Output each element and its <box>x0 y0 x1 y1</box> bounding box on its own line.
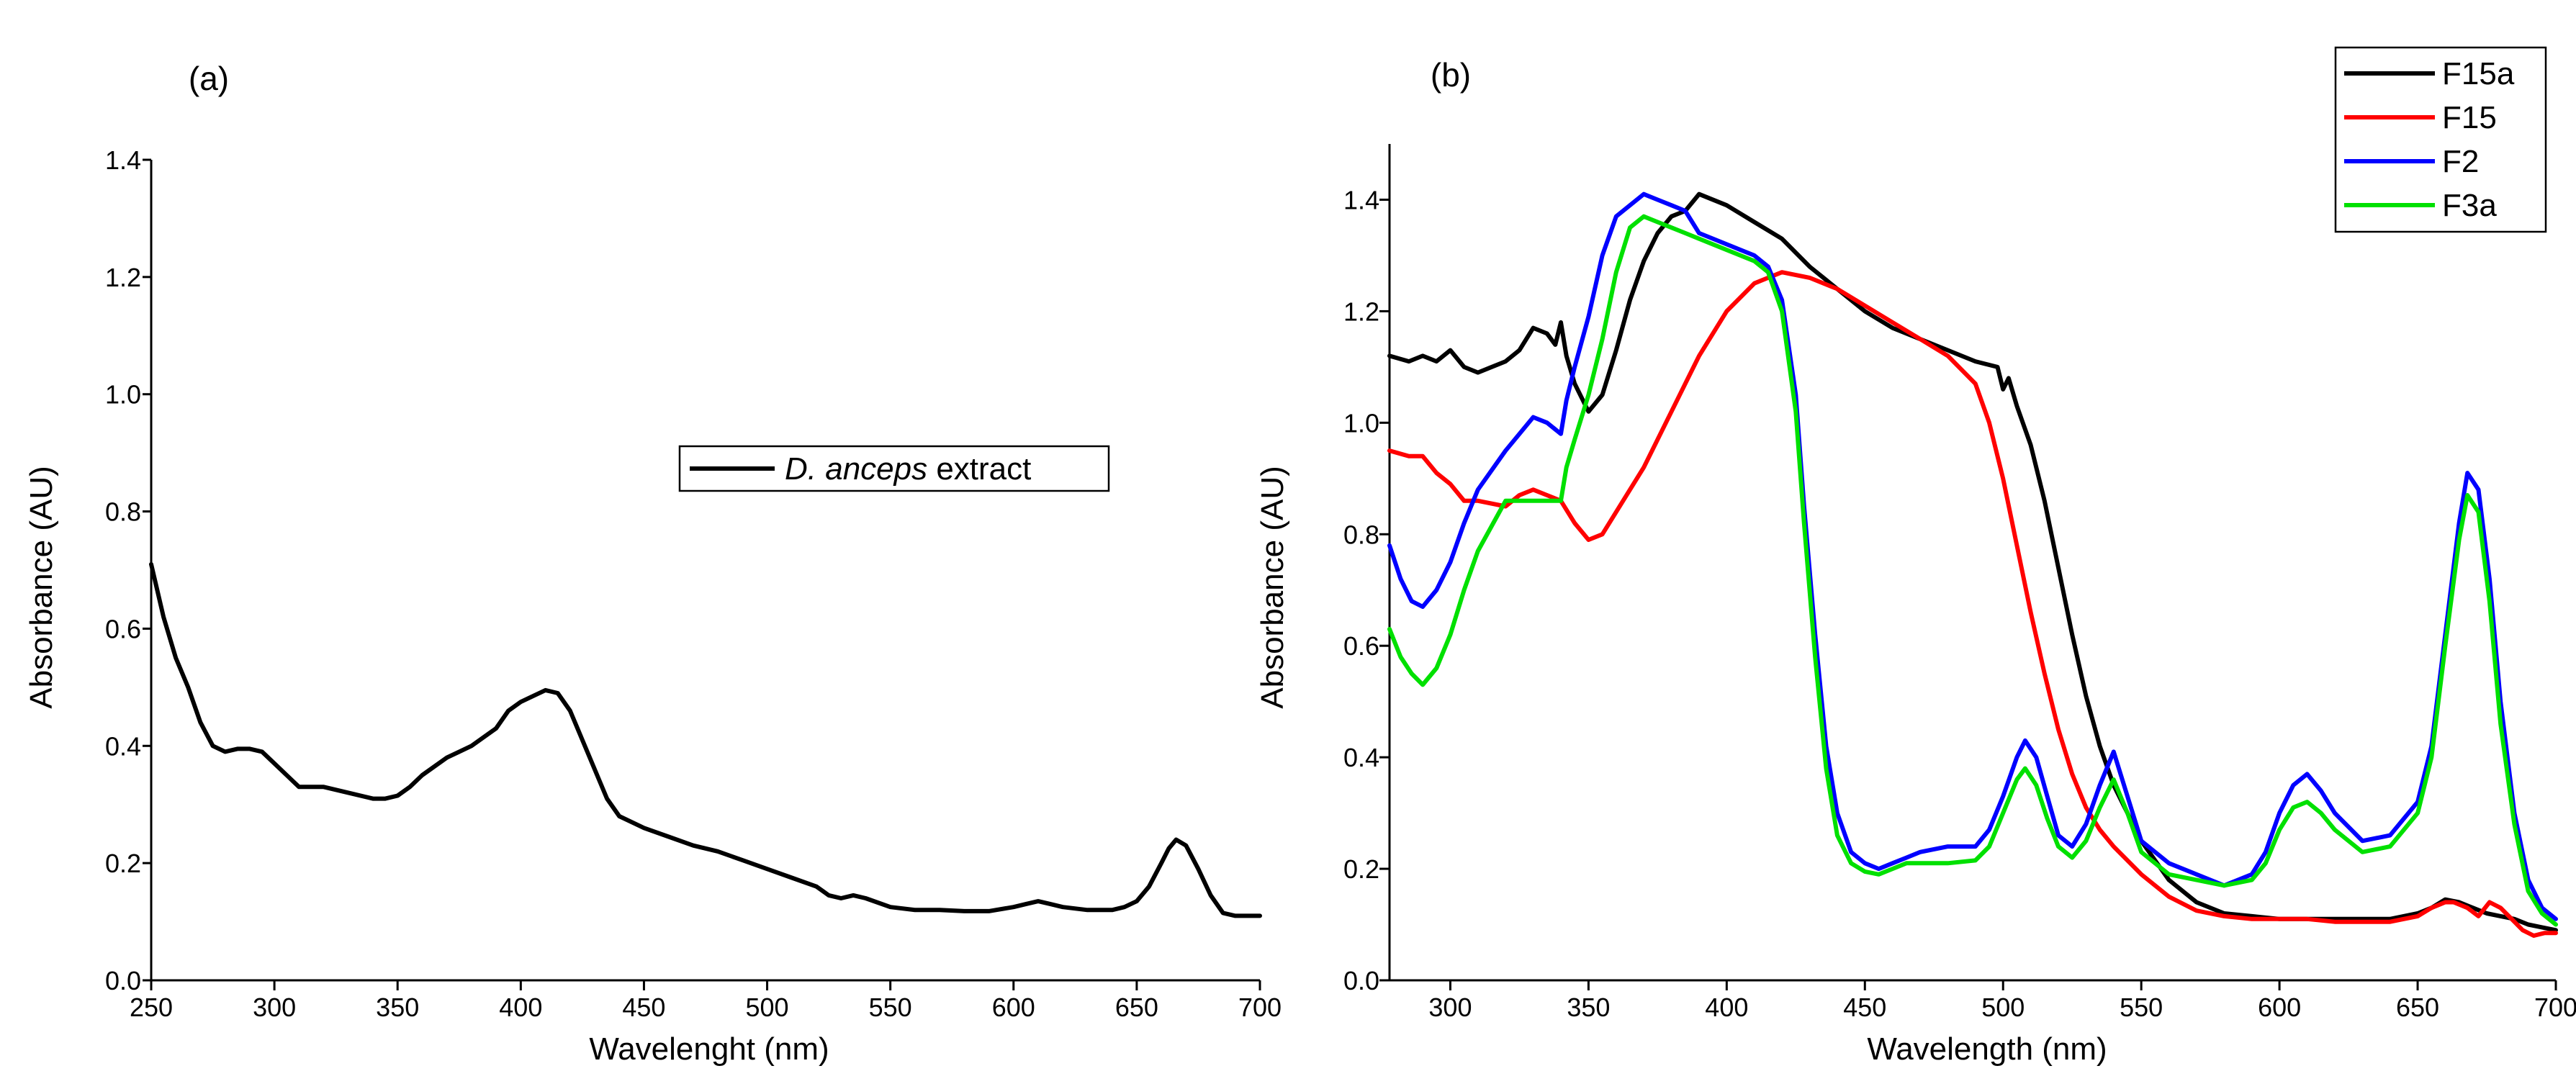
panel-a-legend: D. anceps extract <box>678 445 1110 492</box>
legend-label-f2: F2 <box>2442 144 2479 179</box>
panel-a-y-tick-label: 0.0 <box>105 966 141 995</box>
panel-a-series <box>149 561 1262 918</box>
panel-a-legend-italic: D. anceps <box>785 451 927 487</box>
legend-label-f15: F15 <box>2442 100 2497 135</box>
panel-a-y-tick-label: 0.8 <box>105 497 141 527</box>
panel-a-y-tick-label: 0.2 <box>105 849 141 878</box>
series-line-f3a <box>1387 214 2558 927</box>
panel-a-y-tick-label: 0.6 <box>105 614 141 643</box>
panel-a-x-tick-label: 450 <box>622 993 665 1022</box>
panel-a-legend-label: D. anceps extract <box>785 451 1031 487</box>
panel-b: (b) Absorbance (AU) Wavelength (nm) 300 3… <box>1255 46 2576 1067</box>
panel-b-x-axis-title: Wavelength (nm) <box>1867 1031 2107 1067</box>
panel-b-y-tick-label: 0.8 <box>1343 520 1379 549</box>
panel-b-x-tick-label: 500 <box>1981 993 2025 1022</box>
panel-a-x-tick-label: 650 <box>1115 993 1158 1022</box>
panel-b-label: (b) <box>1431 56 1471 94</box>
panel-b-x-tick-label: 650 <box>2396 993 2439 1022</box>
panel-b-ticks: 300 350 400 450 500 550 600 650 700 0.0 0.2 0.4 0.6 0… <box>1343 185 2576 1022</box>
panel-b-x-tick-label: 700 <box>2534 993 2576 1022</box>
panel-b-y-axis-title: Absorbance (AU) <box>1255 466 1290 708</box>
panel-b-x-tick-label: 300 <box>1428 993 1472 1022</box>
panel-b-y-tick-label: 0.6 <box>1343 631 1379 661</box>
panel-b-x-tick-label: 550 <box>2120 993 2163 1022</box>
panel-b-x-tick-label: 450 <box>1843 993 1886 1022</box>
legend-label-f3a: F3a <box>2442 188 2497 223</box>
panel-b-y-tick-label: 1.4 <box>1343 185 1379 214</box>
panel-b-x-tick-label: 600 <box>2258 993 2301 1022</box>
panel-a-ticks: 250 300 350 400 450 500 550 600 650 700 0.0 0.2 0.4 0… <box>105 145 1282 1022</box>
series-line-f2 <box>1387 191 2558 921</box>
panel-a-x-tick-label: 250 <box>130 993 173 1022</box>
panel-a-x-tick-label: 300 <box>253 993 296 1022</box>
panel-a-y-tick-label: 1.2 <box>105 263 141 292</box>
panel-b-legend: F15a F15 F2 F3a <box>2334 46 2547 233</box>
panel-a-label: (a) <box>189 60 229 97</box>
panel-b-axes <box>1388 144 2556 982</box>
panel-b-y-tick-label: 0.0 <box>1343 966 1379 995</box>
panel-a-x-tick-label: 500 <box>746 993 789 1022</box>
panel-a-x-tick-label: 700 <box>1238 993 1282 1022</box>
panel-a-y-axis-title: Absorbance (AU) <box>24 466 59 708</box>
panel-a: (a) Absorbance (AU) Wavelenght (nm) 250 3… <box>24 60 1282 1067</box>
series-line-f15a <box>1387 191 2558 933</box>
panel-a-x-tick-label: 400 <box>499 993 542 1022</box>
panel-b-legend-box <box>2334 46 2547 233</box>
panel-a-y-tick-label: 0.4 <box>105 731 141 761</box>
panel-a-legend-suffix: extract <box>927 451 1031 487</box>
panel-a-y-tick-label: 1.4 <box>105 145 141 175</box>
panel-a-x-tick-label: 350 <box>376 993 419 1022</box>
panel-a-x-tick-label: 600 <box>992 993 1035 1022</box>
panel-b-y-tick-label: 1.2 <box>1343 297 1379 326</box>
panel-a-axes <box>150 160 1260 982</box>
series-line-d-anceps-extract <box>149 561 1262 918</box>
panel-a-x-axis-title: Wavelenght (nm) <box>589 1031 829 1067</box>
panel-b-y-tick-label: 0.4 <box>1343 743 1379 772</box>
panel-a-y-tick-label: 1.0 <box>105 380 141 410</box>
panel-b-x-tick-label: 350 <box>1567 993 1610 1022</box>
panel-b-x-tick-label: 400 <box>1705 993 1748 1022</box>
legend-label-f15a: F15a <box>2442 56 2515 91</box>
panel-a-x-tick-label: 550 <box>869 993 912 1022</box>
panel-b-y-tick-label: 1.0 <box>1343 408 1379 438</box>
panel-b-y-tick-label: 0.2 <box>1343 854 1379 884</box>
panel-b-series <box>1387 191 2558 938</box>
